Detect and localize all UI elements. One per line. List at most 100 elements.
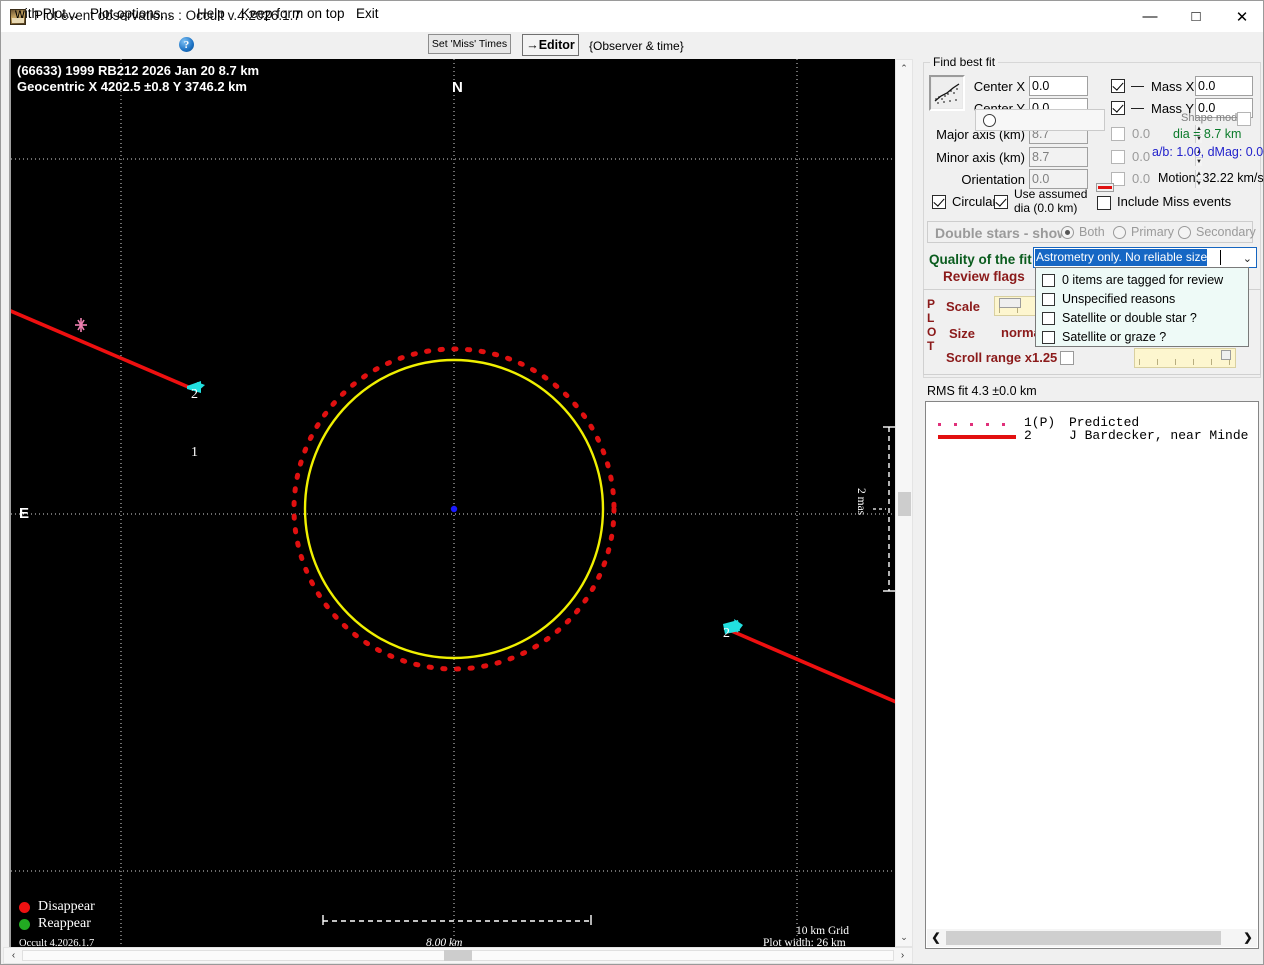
close-button[interactable]: ✕: [1235, 8, 1249, 26]
scroll-range-checkbox[interactable]: [1060, 351, 1074, 365]
review-flags-dropdown[interactable]: 0 items are tagged for review Unspecifie…: [1035, 267, 1249, 347]
chord-2-start-label: 2: [723, 626, 730, 641]
spin-up-icon[interactable]: ▲: [1196, 148, 1202, 158]
include-miss-events-checkbox[interactable]: [1097, 196, 1111, 210]
scroll-range-slider-thumb[interactable]: [1221, 350, 1231, 360]
obs-scroll-left-arrow-icon[interactable]: ❮: [931, 932, 941, 944]
dia-text: dia = 8.7 km: [1173, 127, 1242, 141]
legend: Disappear Reappear: [19, 899, 95, 933]
find-best-fit-title: Find best fit: [930, 55, 999, 69]
spin-down-icon[interactable]: ▼: [1196, 180, 1202, 187]
spin-down-icon[interactable]: ▼: [1196, 135, 1202, 142]
center-x-checkbox[interactable]: [1111, 79, 1125, 93]
use-assumed-dia-checkbox[interactable]: [994, 195, 1008, 209]
chart-icon: [932, 78, 962, 108]
orientation-checkbox[interactable]: [1111, 172, 1125, 186]
plot-canvas[interactable]: (66633) 1999 RB212 2026 Jan 20 8.7 km Ge…: [9, 59, 895, 947]
double-stars-radio-both[interactable]: [1061, 226, 1074, 239]
minor-axis-spin-buttons[interactable]: ▲ ▼: [1195, 148, 1202, 166]
obs-scroll-right-arrow-icon[interactable]: ❯: [1243, 932, 1253, 944]
review-flag-item-3[interactable]: Satellite or graze ?: [1042, 328, 1166, 346]
east-direction-label: E: [19, 505, 30, 522]
editor-button[interactable]: →Editor: [522, 34, 579, 56]
scroll-left-arrow-icon[interactable]: ‹: [11, 950, 16, 961]
review-flag-item-0[interactable]: 0 items are tagged for review: [1042, 271, 1223, 289]
text-cursor: [1220, 250, 1221, 265]
plot-vertical-scrollbar[interactable]: ⌃ ⌄: [895, 59, 913, 947]
mass-x-input[interactable]: [1196, 77, 1264, 95]
mass-x-label: Mass X: [1151, 79, 1195, 94]
plot-word-letter-o: O: [927, 325, 937, 339]
review-flag-checkbox-2[interactable]: [1042, 311, 1055, 325]
fit-preview-button[interactable]: [929, 75, 965, 111]
center-x-extra: —: [1131, 78, 1144, 93]
quality-of-fit-combobox[interactable]: Astrometry only. No reliable size ⌄: [1033, 247, 1257, 268]
spin-up-icon[interactable]: ▲: [1196, 125, 1202, 135]
observation-row-0-line-icon: [938, 423, 1008, 426]
set-miss-times-button[interactable]: Set 'Miss' Times: [428, 34, 511, 54]
scroll-right-arrow-icon[interactable]: ›: [900, 950, 905, 961]
minor-axis-extra: 0.0: [1132, 149, 1151, 164]
spin-down-icon[interactable]: ▼: [1196, 158, 1202, 165]
center-x-stepper[interactable]: ▲▼: [1029, 76, 1202, 96]
minor-axis-label: Minor axis (km): [936, 150, 1025, 165]
vertical-scrollbar-thumb[interactable]: [898, 492, 911, 516]
chevron-down-icon[interactable]: ⌄: [1242, 253, 1252, 265]
mass-x-stepper[interactable]: ▲▼: [1195, 76, 1264, 96]
disappear-color-dot: [19, 901, 30, 913]
orientation-spin-buttons[interactable]: ▲ ▼: [1195, 170, 1202, 188]
menu-help[interactable]: Help: [197, 6, 225, 21]
use-assumed-dia-label-line2: dia (0.0 km): [1014, 201, 1078, 215]
scroll-range-slider[interactable]: [1134, 348, 1236, 368]
include-miss-events-label: Include Miss events: [1117, 194, 1232, 209]
size-radio-normal[interactable]: [983, 114, 996, 127]
grid-spacing-label: 10 km Grid: [796, 925, 850, 937]
plot-width-label: Plot width: 26 km: [763, 937, 846, 947]
scroll-range-label: Scroll range x1.25: [946, 350, 1058, 365]
horizontal-scrollbar-thumb[interactable]: [444, 950, 472, 961]
review-flag-item-1[interactable]: Unspecified reasons: [1042, 290, 1175, 308]
major-axis-spin-buttons[interactable]: ▲ ▼: [1195, 125, 1202, 143]
major-axis-extra: 0.0: [1132, 126, 1151, 141]
menu-exit[interactable]: Exit: [356, 6, 379, 21]
obs-scrollbar-thumb[interactable]: [946, 931, 1221, 945]
toolbar: [1, 32, 1263, 58]
review-flag-checkbox-1[interactable]: [1042, 292, 1055, 306]
review-flag-checkbox-3[interactable]: [1042, 330, 1055, 344]
major-axis-checkbox[interactable]: [1111, 127, 1125, 141]
miss-event-line-swatch: [1096, 183, 1114, 192]
right-panel: Find best fit Center X ▲▼: [919, 55, 1264, 957]
center-y-checkbox[interactable]: [1111, 101, 1125, 115]
app-icon: [10, 9, 26, 25]
menu-plot-options[interactable]: Plot options...: [90, 6, 172, 21]
review-flag-item-2[interactable]: Satellite or double star ?: [1042, 309, 1197, 327]
rms-fit-label: RMS fit 4.3 ±0.0 km: [927, 384, 1037, 398]
scale-slider-thumb[interactable]: [999, 298, 1021, 308]
plot-word-letter-t: T: [927, 339, 935, 353]
double-stars-radio-secondary[interactable]: [1178, 226, 1191, 239]
observations-horizontal-scrollbar[interactable]: ❮ ❯: [927, 929, 1257, 947]
plot-horizontal-scrollbar[interactable]: ‹ ›: [3, 947, 913, 964]
minor-axis-checkbox[interactable]: [1111, 150, 1125, 164]
scroll-down-arrow-icon[interactable]: ⌄: [900, 932, 908, 942]
spin-up-icon[interactable]: ▲: [1196, 170, 1202, 180]
menu-keep-form-on-top[interactable]: Keep form on top: [241, 6, 345, 21]
minor-axis-stepper[interactable]: ▲▼: [1029, 147, 1202, 167]
observations-list[interactable]: 1(P) Predicted 2 J Bardecker, near Minde…: [925, 401, 1259, 949]
circular-checkbox[interactable]: [932, 195, 946, 209]
double-stars-secondary-label: Secondary: [1196, 225, 1256, 239]
menu-with-plot[interactable]: with Plot...: [15, 6, 78, 21]
version-label: Occult 4.2026.1.7: [19, 938, 95, 947]
scale-label: Scale: [946, 299, 980, 314]
shape-model-checkbox[interactable]: [1237, 112, 1251, 126]
double-stars-radio-primary[interactable]: [1113, 226, 1126, 239]
red-line-icon: [1098, 186, 1112, 189]
review-flag-checkbox-0[interactable]: [1042, 273, 1055, 287]
observer-and-time-label[interactable]: {Observer & time}: [589, 39, 684, 53]
help-icon[interactable]: ?: [179, 37, 194, 52]
scroll-up-arrow-icon[interactable]: ⌃: [900, 63, 908, 73]
maximize-button[interactable]: □: [1191, 8, 1201, 25]
orientation-extra: 0.0: [1132, 171, 1151, 186]
minimize-button[interactable]: —: [1142, 8, 1158, 25]
orientation-stepper[interactable]: ▲▼: [1029, 169, 1202, 189]
